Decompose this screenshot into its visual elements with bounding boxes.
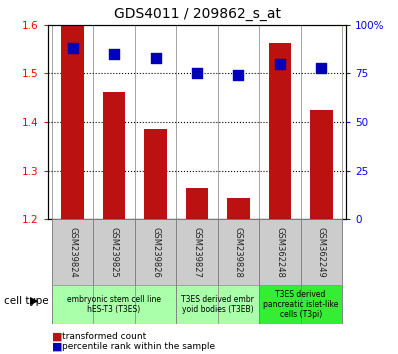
Bar	[185, 188, 209, 219]
Text: GSM239828: GSM239828	[234, 227, 243, 278]
Bar	[176, 219, 218, 285]
Title: GDS4011 / 209862_s_at: GDS4011 / 209862_s_at	[113, 7, 281, 21]
Bar	[269, 43, 291, 219]
Bar	[61, 25, 84, 219]
Point	[194, 70, 200, 76]
Text: GSM239825: GSM239825	[109, 227, 119, 278]
Text: GSM362248: GSM362248	[275, 227, 285, 278]
Bar	[176, 285, 259, 324]
Point	[277, 61, 283, 67]
Text: ▶: ▶	[29, 296, 38, 306]
Bar	[310, 110, 333, 219]
Text: T3ES derived
pancreatic islet-like
cells (T3pi): T3ES derived pancreatic islet-like cells…	[263, 290, 338, 319]
Text: GSM239827: GSM239827	[193, 227, 201, 278]
Point	[152, 55, 159, 61]
Bar	[227, 198, 250, 219]
Bar	[144, 130, 167, 219]
Bar	[300, 219, 342, 285]
Bar	[135, 219, 176, 285]
Point	[318, 65, 325, 70]
Text: ■: ■	[52, 331, 62, 341]
Point	[235, 73, 242, 78]
Text: transformed count: transformed count	[62, 332, 146, 341]
Text: embryonic stem cell line
hES-T3 (T3ES): embryonic stem cell line hES-T3 (T3ES)	[67, 295, 161, 314]
Bar	[259, 219, 300, 285]
Bar	[94, 219, 135, 285]
Text: GSM239826: GSM239826	[151, 227, 160, 278]
Bar	[103, 92, 125, 219]
Bar	[52, 285, 176, 324]
Bar	[52, 219, 94, 285]
Point	[111, 51, 117, 57]
Text: cell type: cell type	[4, 296, 49, 306]
Text: percentile rank within the sample: percentile rank within the sample	[62, 342, 215, 352]
Point	[69, 45, 76, 51]
Text: GSM239824: GSM239824	[68, 227, 77, 278]
Bar	[218, 219, 259, 285]
Bar	[259, 285, 342, 324]
Text: T3ES derived embr
yoid bodies (T3EB): T3ES derived embr yoid bodies (T3EB)	[181, 295, 254, 314]
Text: GSM362249: GSM362249	[317, 227, 326, 278]
Text: ■: ■	[52, 342, 62, 352]
